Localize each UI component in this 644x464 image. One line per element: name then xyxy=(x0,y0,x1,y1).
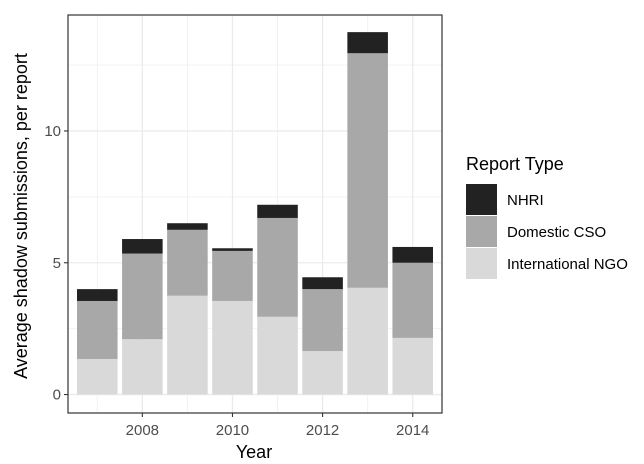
bar-domestic-cso-2008 xyxy=(122,253,163,340)
bars xyxy=(77,32,433,395)
bar-international-ngo-2009 xyxy=(167,295,208,395)
x-tick-label: 2010 xyxy=(216,422,249,439)
x-tick-label: 2014 xyxy=(396,422,429,439)
bar-international-ngo-2007 xyxy=(77,358,118,395)
y-tick-label: 10 xyxy=(44,123,61,140)
bar-domestic-cso-2013 xyxy=(347,53,388,288)
x-tick-label: 2008 xyxy=(126,422,159,439)
y-tick-label: 5 xyxy=(53,255,61,272)
bar-nhri-2007 xyxy=(77,289,118,301)
bar-international-ngo-2013 xyxy=(347,287,388,395)
legend-key-domestic-cso xyxy=(466,216,497,247)
legend-title: Report Type xyxy=(466,154,564,174)
bar-nhri-2014 xyxy=(392,246,433,263)
bar-international-ngo-2014 xyxy=(392,337,433,395)
bar-nhri-2013 xyxy=(347,32,388,54)
bar-domestic-cso-2012 xyxy=(302,289,343,352)
bar-domestic-cso-2014 xyxy=(392,262,433,338)
legend-key-nhri xyxy=(466,184,497,215)
legend-label-international-ngo: International NGO xyxy=(507,256,628,273)
bar-domestic-cso-2007 xyxy=(77,300,118,359)
bar-international-ngo-2011 xyxy=(257,316,298,395)
bar-nhri-2008 xyxy=(122,239,163,254)
bar-international-ngo-2010 xyxy=(212,300,253,395)
legend-label-domestic-cso: Domestic CSO xyxy=(507,224,606,241)
panel-border xyxy=(67,14,443,414)
x-tick-label: 2012 xyxy=(306,422,339,439)
y-tick-label: 0 xyxy=(53,387,61,404)
legend: Report Type NHRI Domestic CSO Internationa… xyxy=(466,154,628,279)
y-axis-title: Average shadow submissions, per report xyxy=(11,53,31,379)
legend-key-international-ngo xyxy=(466,248,497,279)
bar-international-ngo-2008 xyxy=(122,339,163,395)
bar-nhri-2009 xyxy=(167,223,208,230)
axes: 0 5 10 2008 2010 2012 2014 xyxy=(44,14,443,439)
bar-international-ngo-2012 xyxy=(302,351,343,395)
bar-nhri-2010 xyxy=(212,248,253,251)
bar-domestic-cso-2009 xyxy=(167,229,208,296)
bar-nhri-2012 xyxy=(302,277,343,290)
legend-label-nhri: NHRI xyxy=(507,192,544,209)
bar-domestic-cso-2010 xyxy=(212,250,253,301)
bar-domestic-cso-2011 xyxy=(257,217,298,317)
bar-nhri-2011 xyxy=(257,204,298,218)
x-axis-title: Year xyxy=(236,442,272,462)
